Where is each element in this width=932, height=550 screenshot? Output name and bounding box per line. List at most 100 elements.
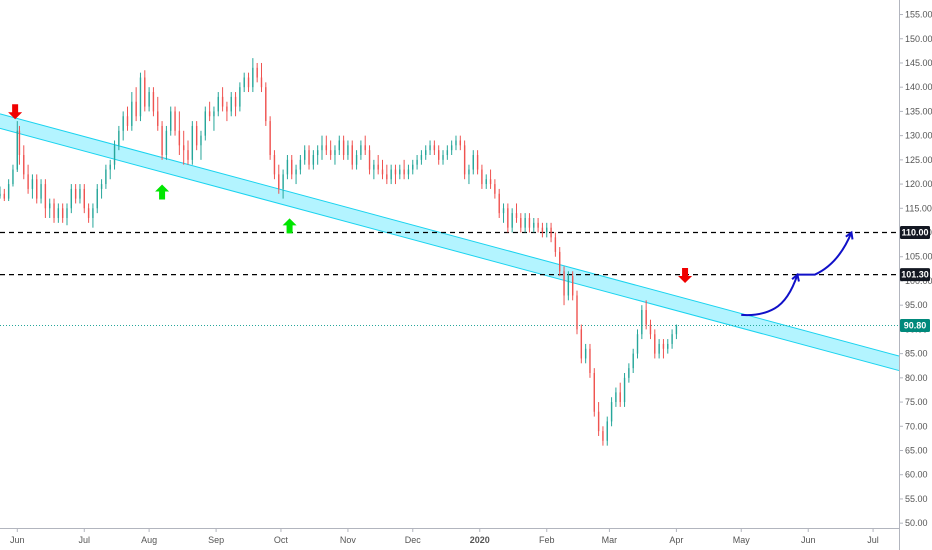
x-tick-label: Apr	[669, 535, 683, 545]
candle-body	[291, 159, 293, 175]
candle-body	[641, 310, 643, 335]
price-tag-110-00-bg	[900, 226, 930, 240]
candle-body	[31, 179, 34, 189]
candle-body	[265, 87, 267, 122]
candle-body	[667, 343, 669, 349]
y-tick-label: 55.00	[905, 494, 928, 504]
candle-body	[96, 188, 98, 209]
candle-body	[481, 169, 483, 185]
y-tick-label: 85.00	[905, 349, 928, 359]
candle-body	[239, 87, 241, 107]
candle-body	[329, 150, 332, 156]
candle-body	[49, 203, 51, 209]
candle-body	[299, 159, 302, 170]
candle-body	[589, 348, 591, 373]
candle-body	[105, 169, 107, 185]
candle-body	[429, 145, 431, 151]
candle-body	[425, 150, 427, 156]
candle-body	[433, 145, 436, 151]
candle-body	[182, 145, 185, 151]
projection-arrowhead	[791, 272, 800, 282]
x-tick-label: Oct	[274, 535, 289, 545]
candle-body	[157, 111, 159, 126]
x-tick-label: 2020	[470, 535, 490, 545]
price-tag-current-bg	[900, 319, 930, 333]
candle-body	[178, 130, 181, 146]
candle-body	[597, 411, 600, 432]
candle-body	[619, 392, 621, 403]
candle-body	[70, 188, 73, 209]
candle-body	[442, 155, 444, 160]
candle-body	[399, 169, 401, 175]
candle-body	[57, 208, 60, 218]
price-tag-current: 90.80	[900, 319, 930, 333]
candle-body	[546, 227, 548, 233]
candle-body	[27, 174, 29, 189]
x-tick-label: Dec	[405, 535, 422, 545]
candle-body	[498, 193, 500, 214]
y-tick-label: 70.00	[905, 421, 928, 431]
candle-body	[662, 343, 665, 349]
y-tick-label: 140.00	[905, 82, 932, 92]
candle-body	[528, 217, 531, 228]
candle-body	[351, 145, 353, 165]
candle-body	[36, 179, 38, 199]
x-tick-label: May	[733, 535, 751, 545]
x-tick-label: Feb	[539, 535, 555, 545]
projection-line	[741, 232, 853, 317]
candle-body	[148, 92, 150, 107]
candle-body	[645, 310, 647, 325]
candle-body	[139, 77, 142, 117]
candle-body	[524, 217, 526, 228]
candle-body	[187, 150, 189, 160]
x-tick-label: Jun	[10, 535, 25, 545]
arrow-down-icon	[8, 104, 23, 120]
candle-body	[675, 325, 678, 335]
candle-body	[511, 213, 513, 228]
y-tick-label: 75.00	[905, 397, 928, 407]
candle-body	[100, 184, 103, 189]
x-tick-label: Jul	[867, 535, 879, 545]
candle-body	[623, 377, 626, 403]
projection	[741, 230, 854, 317]
candle-body	[113, 145, 116, 165]
candle-body	[7, 184, 10, 199]
candle-body	[200, 135, 202, 146]
candle-body	[515, 213, 518, 218]
candle-body	[563, 271, 565, 296]
candle-body	[584, 348, 587, 359]
candle-body	[278, 174, 280, 189]
candle-body	[170, 111, 172, 131]
candle-body	[208, 111, 211, 117]
candle-body	[312, 155, 315, 165]
horizontal-levels	[0, 231, 899, 327]
candle-body	[23, 155, 25, 175]
candle-body	[450, 145, 453, 151]
candle-body	[226, 106, 228, 112]
candle-body	[533, 222, 535, 228]
candle-body	[407, 169, 410, 175]
candle-body	[554, 237, 557, 252]
candle-body	[304, 150, 306, 160]
candle-body	[576, 295, 578, 330]
candle-body	[87, 208, 90, 218]
candle-body	[273, 155, 276, 175]
y-tick-label: 125.00	[905, 155, 932, 165]
candle-body	[602, 431, 604, 441]
candle-body	[455, 140, 457, 146]
candle-body	[18, 130, 21, 156]
candle-body	[468, 169, 470, 175]
candle-body	[131, 101, 133, 126]
price-tag-101-30-bg	[900, 268, 930, 282]
price-tag-101-30-text: 101.30	[901, 270, 929, 280]
candle-body	[412, 164, 414, 170]
candle-body	[286, 159, 289, 175]
price-tag-101-30: 101.30	[900, 268, 930, 282]
candle-body	[615, 392, 617, 403]
candle-body	[654, 334, 656, 354]
candle-body	[252, 67, 254, 88]
price-tag-110-00-text: 110.00	[901, 228, 928, 238]
candle-body	[0, 193, 1, 197]
